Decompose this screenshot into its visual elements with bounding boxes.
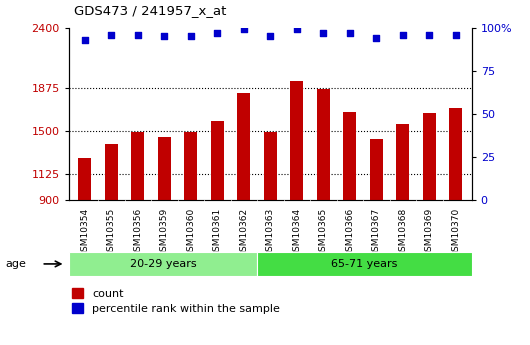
Point bbox=[213, 30, 222, 36]
Text: GSM10354: GSM10354 bbox=[81, 208, 89, 257]
Bar bbox=[396, 124, 409, 200]
Bar bbox=[263, 132, 277, 200]
Bar bbox=[158, 137, 171, 200]
Text: GSM10367: GSM10367 bbox=[372, 208, 381, 257]
Text: GSM10364: GSM10364 bbox=[293, 208, 301, 257]
Text: 20-29 years: 20-29 years bbox=[129, 259, 196, 269]
Text: 65-71 years: 65-71 years bbox=[331, 259, 398, 269]
Bar bbox=[105, 144, 118, 200]
Point bbox=[399, 32, 407, 37]
Point bbox=[134, 32, 142, 37]
Bar bbox=[210, 121, 224, 200]
Point bbox=[452, 32, 460, 37]
Text: GSM10360: GSM10360 bbox=[187, 208, 195, 257]
Bar bbox=[78, 158, 91, 200]
Point bbox=[187, 33, 195, 39]
Bar bbox=[369, 139, 383, 200]
Bar bbox=[316, 89, 330, 200]
Text: age: age bbox=[5, 259, 26, 269]
Point bbox=[346, 30, 354, 36]
Bar bbox=[184, 132, 197, 200]
Point bbox=[372, 35, 381, 41]
Bar bbox=[131, 132, 144, 200]
Text: GSM10369: GSM10369 bbox=[425, 208, 434, 257]
Bar bbox=[343, 111, 356, 200]
Text: GSM10370: GSM10370 bbox=[452, 208, 460, 257]
Bar bbox=[422, 113, 436, 200]
Point bbox=[81, 37, 89, 42]
Text: GDS473 / 241957_x_at: GDS473 / 241957_x_at bbox=[74, 4, 227, 17]
Text: GSM10359: GSM10359 bbox=[160, 208, 169, 257]
Point bbox=[425, 32, 434, 37]
Text: GSM10356: GSM10356 bbox=[134, 208, 142, 257]
Point bbox=[266, 33, 275, 39]
Text: GSM10366: GSM10366 bbox=[346, 208, 354, 257]
Text: GSM10368: GSM10368 bbox=[399, 208, 407, 257]
Legend: count, percentile rank within the sample: count, percentile rank within the sample bbox=[72, 288, 280, 314]
Text: GSM10362: GSM10362 bbox=[240, 208, 248, 257]
Point bbox=[240, 27, 248, 32]
Text: GSM10363: GSM10363 bbox=[266, 208, 275, 257]
Bar bbox=[449, 108, 462, 200]
Text: GSM10365: GSM10365 bbox=[319, 208, 328, 257]
Bar bbox=[69, 252, 257, 276]
Bar bbox=[237, 93, 250, 200]
Text: GSM10361: GSM10361 bbox=[213, 208, 222, 257]
Text: GSM10355: GSM10355 bbox=[107, 208, 116, 257]
Point bbox=[319, 30, 328, 36]
Point bbox=[293, 27, 301, 32]
Point bbox=[107, 32, 116, 37]
Bar bbox=[290, 80, 303, 200]
Point bbox=[160, 33, 169, 39]
Bar bbox=[257, 252, 472, 276]
